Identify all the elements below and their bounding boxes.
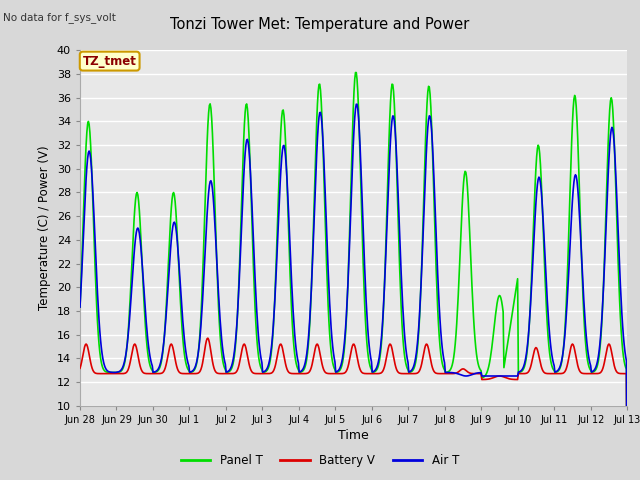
Legend: Panel T, Battery V, Air T: Panel T, Battery V, Air T bbox=[176, 449, 464, 472]
X-axis label: Time: Time bbox=[338, 429, 369, 442]
Text: TZ_tmet: TZ_tmet bbox=[83, 55, 136, 68]
Y-axis label: Temperature (C) / Power (V): Temperature (C) / Power (V) bbox=[38, 146, 51, 310]
Text: No data for f_sys_volt: No data for f_sys_volt bbox=[3, 12, 116, 23]
Text: Tonzi Tower Met: Temperature and Power: Tonzi Tower Met: Temperature and Power bbox=[170, 17, 470, 32]
